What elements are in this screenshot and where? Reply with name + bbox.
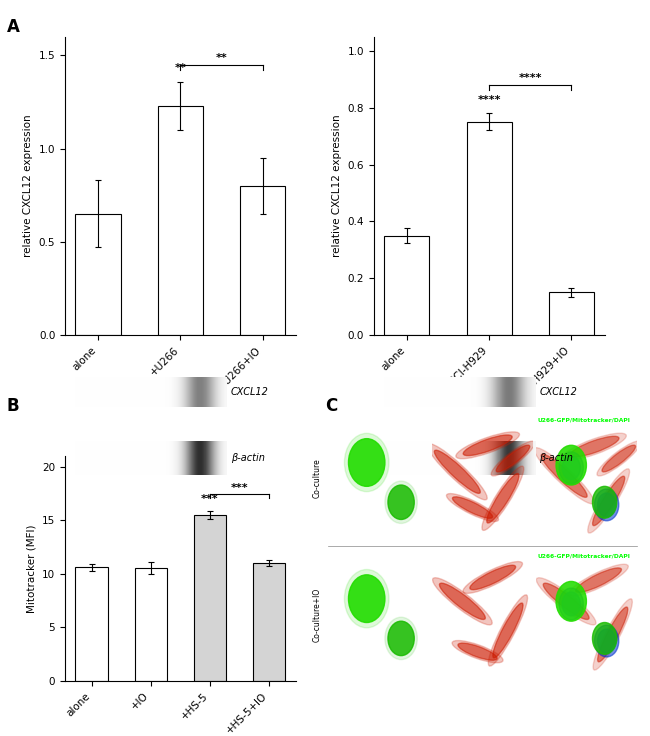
Text: **: ** <box>174 63 187 73</box>
Text: CXCL12: CXCL12 <box>540 387 577 397</box>
Bar <box>75 567 108 681</box>
Text: β-actin: β-actin <box>231 453 265 463</box>
Text: Co-culture+IO: Co-culture+IO <box>313 587 322 642</box>
Bar <box>194 515 226 681</box>
Circle shape <box>388 621 414 656</box>
Circle shape <box>595 625 619 657</box>
Ellipse shape <box>434 450 480 493</box>
Ellipse shape <box>536 578 596 625</box>
Y-axis label: relative CXCL12 expression: relative CXCL12 expression <box>332 115 342 257</box>
Ellipse shape <box>463 435 512 456</box>
Ellipse shape <box>488 595 528 666</box>
Ellipse shape <box>593 476 625 526</box>
Circle shape <box>388 485 414 520</box>
Circle shape <box>593 486 617 518</box>
Circle shape <box>348 439 385 486</box>
Text: Co-culture: Co-culture <box>313 459 322 498</box>
Ellipse shape <box>452 640 503 663</box>
Ellipse shape <box>452 497 493 518</box>
Circle shape <box>597 629 616 653</box>
Ellipse shape <box>593 599 632 670</box>
Text: 10 µm: 10 µm <box>339 524 356 528</box>
Text: β-actin: β-actin <box>540 453 573 463</box>
Circle shape <box>559 588 583 620</box>
Circle shape <box>385 618 417 659</box>
Text: ****: **** <box>519 74 542 83</box>
Ellipse shape <box>493 603 523 658</box>
Circle shape <box>593 623 617 654</box>
Text: ****: **** <box>477 94 501 105</box>
Bar <box>549 292 594 335</box>
Ellipse shape <box>570 436 619 457</box>
Ellipse shape <box>456 432 519 459</box>
Text: U266-GFP: U266-GFP <box>332 417 368 423</box>
Text: **: ** <box>216 53 228 63</box>
Y-axis label: Mitotracker (MFI): Mitotracker (MFI) <box>27 524 36 613</box>
Text: U266-GFP/Mitotracker/DAPI: U266-GFP/Mitotracker/DAPI <box>538 553 630 559</box>
Bar <box>158 106 203 335</box>
Text: ***: *** <box>201 494 219 504</box>
Ellipse shape <box>433 578 492 625</box>
Ellipse shape <box>463 562 523 593</box>
Circle shape <box>556 581 586 621</box>
Y-axis label: relative CXCL12 expression: relative CXCL12 expression <box>23 115 33 257</box>
Ellipse shape <box>534 447 594 504</box>
Ellipse shape <box>576 568 621 592</box>
Text: Mitotracker: Mitotracker <box>435 553 478 559</box>
Bar <box>253 563 285 681</box>
Circle shape <box>597 493 616 517</box>
Bar <box>467 122 512 335</box>
Circle shape <box>562 592 580 616</box>
Text: U266-GFP: U266-GFP <box>332 553 368 559</box>
Ellipse shape <box>496 445 530 472</box>
Ellipse shape <box>602 445 636 472</box>
Text: A: A <box>6 18 20 36</box>
Ellipse shape <box>470 565 515 590</box>
Ellipse shape <box>563 434 627 460</box>
Bar <box>75 213 121 335</box>
Circle shape <box>595 489 619 521</box>
Circle shape <box>556 445 586 485</box>
Text: ***: *** <box>231 483 248 492</box>
Ellipse shape <box>588 469 630 533</box>
Text: Mitotracker: Mitotracker <box>435 417 478 423</box>
Circle shape <box>344 570 389 628</box>
Ellipse shape <box>458 643 497 660</box>
Ellipse shape <box>487 473 519 523</box>
Text: B: B <box>6 397 19 415</box>
Circle shape <box>344 434 389 492</box>
Ellipse shape <box>491 441 535 476</box>
Ellipse shape <box>543 583 589 620</box>
Ellipse shape <box>597 607 628 662</box>
Ellipse shape <box>428 444 488 500</box>
Text: C: C <box>325 397 337 415</box>
Bar <box>135 568 167 681</box>
Ellipse shape <box>439 583 486 620</box>
Ellipse shape <box>569 565 629 596</box>
Ellipse shape <box>597 441 641 476</box>
Ellipse shape <box>541 454 587 498</box>
Circle shape <box>559 452 583 484</box>
Ellipse shape <box>482 466 524 531</box>
Circle shape <box>562 456 580 480</box>
Bar <box>384 236 430 335</box>
Ellipse shape <box>447 494 499 522</box>
Text: U266-GFP/Mitotracker/DAPI: U266-GFP/Mitotracker/DAPI <box>538 417 630 422</box>
Text: CXCL12: CXCL12 <box>231 387 268 397</box>
Circle shape <box>348 575 385 623</box>
Bar <box>240 185 285 335</box>
Circle shape <box>385 481 417 523</box>
